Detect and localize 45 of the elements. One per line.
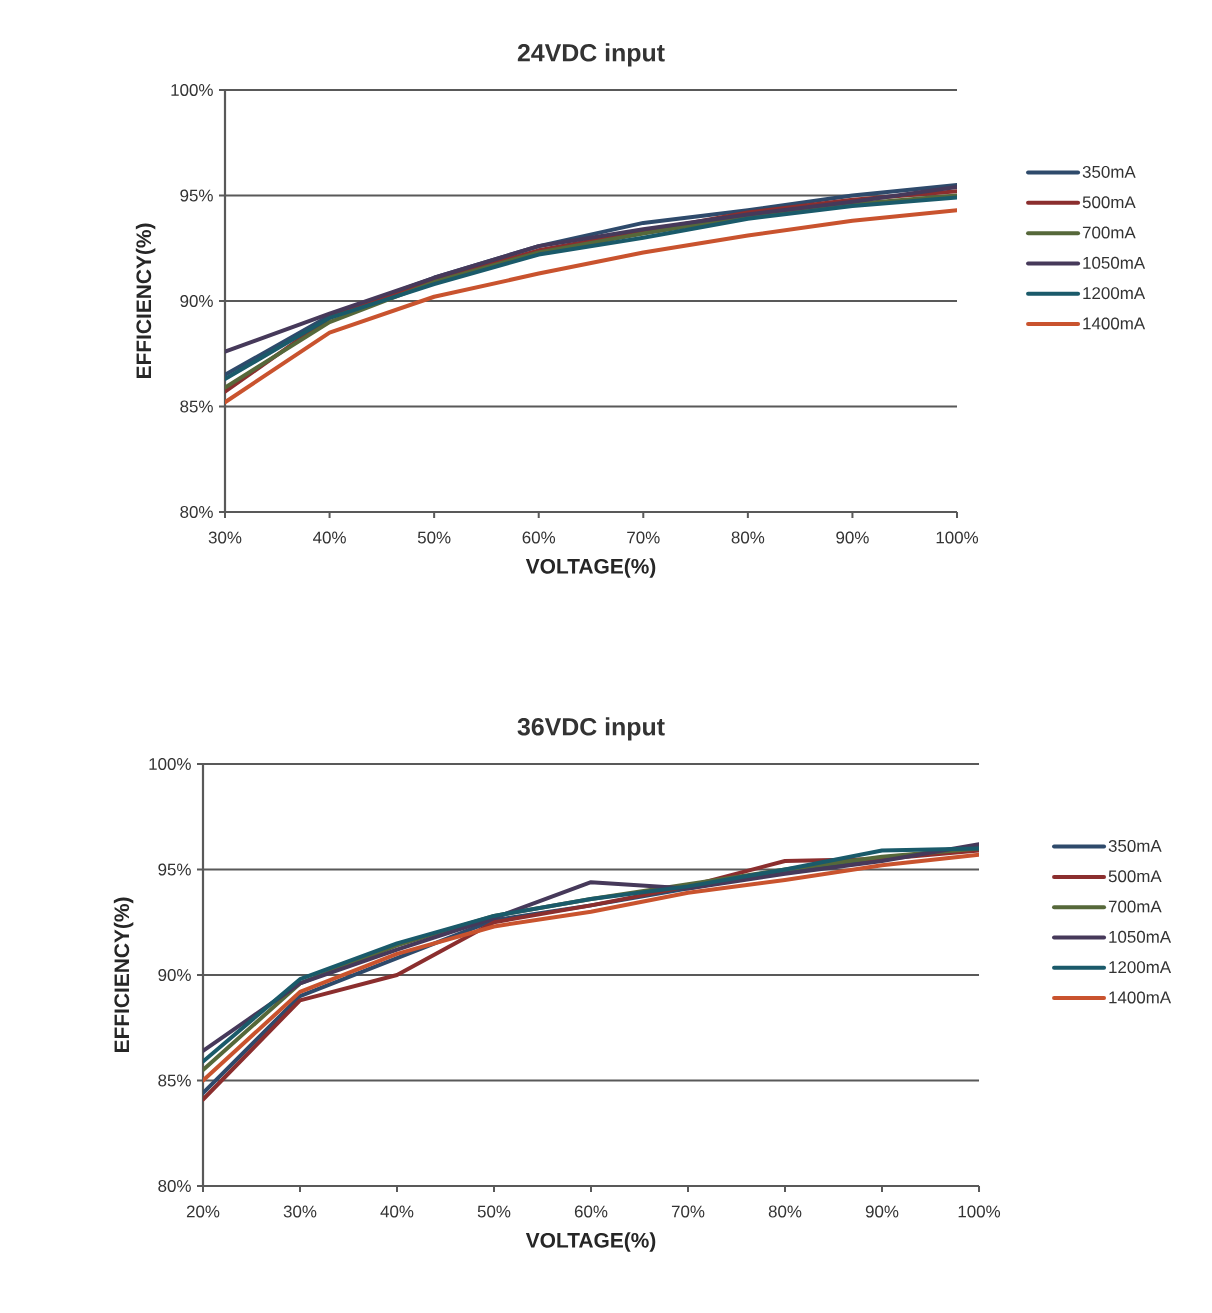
x-tick-label: 90% [836,531,869,544]
y-tick-label: 80% [180,505,213,518]
x-tick-label: 70% [671,1205,705,1218]
x-tick-label: 80% [731,531,765,544]
x-tick-label: 30% [283,1205,317,1218]
y-tick-label: 80% [158,1180,191,1192]
x-tick-label: 30% [208,531,242,544]
x-tick-label: 90% [865,1205,899,1218]
legend-label: 350mA [1108,839,1162,852]
y-tick-label: 85% [158,1074,191,1087]
legend-label: 1200mA [1083,287,1146,300]
legend-label: 1050mA [1109,930,1172,943]
y-tick-label: 85% [180,400,213,413]
legend-label: 1200mA [1109,961,1172,974]
legend-label: 700mA [1108,900,1162,913]
y-axis-title: EFFICIENCY(%) [135,223,156,379]
chart-title: 36VDC input [517,717,665,741]
legend-label: 500mA [1082,196,1136,209]
y-tick-label: 90% [158,968,191,981]
chart-title: 24VDC input [517,43,665,67]
x-tick-label: 50% [417,531,451,544]
y-axis-title: EFFICIENCY(%) [113,897,134,1053]
y-tick-label: 90% [180,294,213,307]
legend-label: 500mA [1108,870,1162,883]
x-tick-label: 40% [380,1205,414,1218]
x-tick-label: 60% [574,1205,608,1218]
y-tick-label: 95% [180,189,213,202]
x-axis-title: VOLTAGE(%) [525,558,656,578]
y-tick-label: 100% [171,83,213,96]
x-tick-label: 70% [627,531,660,544]
legend-label: 1400mA [1109,991,1172,1004]
legend-label: 700mA [1082,226,1136,239]
legend-label: 1400mA [1083,317,1146,330]
x-tick-label: 60% [522,531,556,544]
legend-label: 350mA [1082,165,1136,178]
x-tick-label: 50% [477,1205,511,1218]
legend-label: 1050mA [1083,256,1146,269]
x-tick-label: 20% [186,1205,220,1218]
x-tick-label: 40% [313,531,346,544]
y-tick-label: 100% [149,757,191,770]
x-tick-label: 100% [958,1205,1001,1218]
y-tick-label: 95% [158,863,191,876]
x-axis-title: VOLTAGE(%) [525,1232,656,1252]
x-tick-label: 80% [768,1205,802,1218]
x-tick-label: 100% [936,531,979,544]
